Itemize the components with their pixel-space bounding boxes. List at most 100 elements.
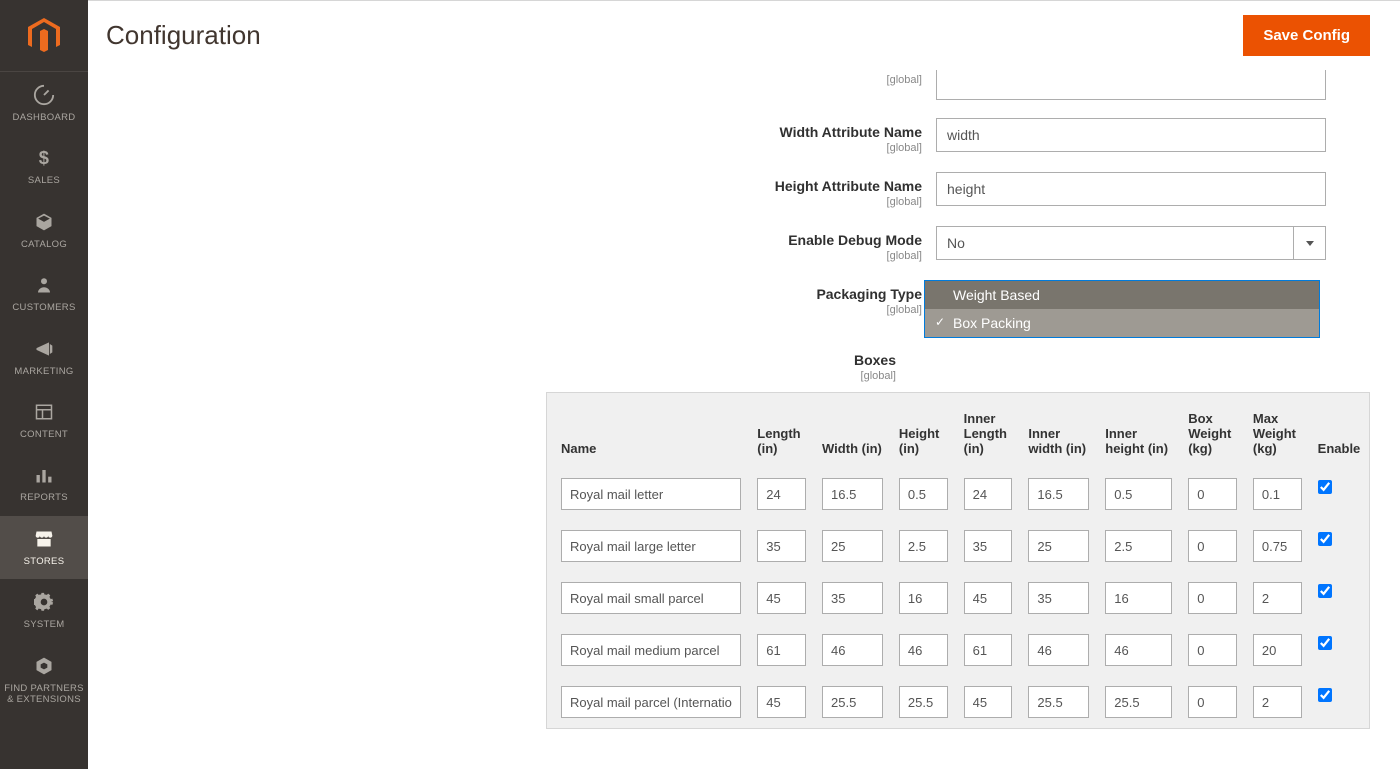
width-attr-label: Width Attribute Name bbox=[780, 124, 922, 140]
sidebar-item-label: SALES bbox=[28, 175, 60, 186]
box-inner-width-input[interactable] bbox=[1028, 686, 1089, 718]
box-max-weight-input[interactable] bbox=[1253, 530, 1302, 562]
box-length-input[interactable] bbox=[757, 686, 806, 718]
box-inner-height-input[interactable] bbox=[1105, 686, 1172, 718]
scope-label: [global] bbox=[106, 142, 922, 154]
box-inner-width-input[interactable] bbox=[1028, 478, 1089, 510]
col-inner-width: Inner width (in) bbox=[1020, 393, 1097, 468]
box-inner-height-input[interactable] bbox=[1105, 582, 1172, 614]
box-length-input[interactable] bbox=[757, 582, 806, 614]
sidebar-item-content[interactable]: CONTENT bbox=[0, 389, 88, 452]
col-inner-length: Inner Length (in) bbox=[956, 393, 1021, 468]
sidebar-item-reports[interactable]: REPORTS bbox=[0, 452, 88, 515]
box-width-input[interactable] bbox=[822, 634, 883, 666]
sidebar-item-stores[interactable]: STORES bbox=[0, 516, 88, 579]
box-width-input[interactable] bbox=[822, 686, 883, 718]
table-row bbox=[547, 624, 1369, 676]
box-inner-length-input[interactable] bbox=[964, 530, 1013, 562]
attribute-input-partial[interactable] bbox=[936, 70, 1326, 100]
boxes-table: Name Length (in) Width (in) Height (in) … bbox=[546, 392, 1370, 729]
box-length-input[interactable] bbox=[757, 634, 806, 666]
svg-text:$: $ bbox=[39, 148, 49, 168]
gear-icon bbox=[33, 591, 55, 613]
box-enable-checkbox[interactable] bbox=[1318, 480, 1332, 494]
scope-label: [global] bbox=[106, 250, 922, 262]
box-length-input[interactable] bbox=[757, 530, 806, 562]
sidebar-item-marketing[interactable]: MARKETING bbox=[0, 326, 88, 389]
box-inner-width-input[interactable] bbox=[1028, 634, 1089, 666]
box-weight-input[interactable] bbox=[1188, 582, 1237, 614]
box-name-input[interactable] bbox=[561, 634, 741, 666]
box-weight-input[interactable] bbox=[1188, 478, 1237, 510]
box-weight-input[interactable] bbox=[1188, 634, 1237, 666]
box-width-input[interactable] bbox=[822, 582, 883, 614]
box-inner-length-input[interactable] bbox=[964, 634, 1013, 666]
box-inner-height-input[interactable] bbox=[1105, 530, 1172, 562]
box-height-input[interactable] bbox=[899, 582, 948, 614]
box-inner-length-input[interactable] bbox=[964, 582, 1013, 614]
box-width-input[interactable] bbox=[822, 530, 883, 562]
box-weight-input[interactable] bbox=[1188, 530, 1237, 562]
table-header-row: Name Length (in) Width (in) Height (in) … bbox=[547, 393, 1369, 468]
sidebar-item-label: CONTENT bbox=[20, 429, 68, 440]
box-name-input[interactable] bbox=[561, 530, 741, 562]
col-width: Width (in) bbox=[814, 393, 891, 468]
box-enable-checkbox[interactable] bbox=[1318, 688, 1332, 702]
width-attr-input[interactable] bbox=[936, 118, 1326, 152]
col-enable: Enable bbox=[1310, 393, 1369, 468]
page-title: Configuration bbox=[106, 20, 261, 51]
box-inner-length-input[interactable] bbox=[964, 686, 1013, 718]
person-icon bbox=[33, 274, 55, 296]
debug-mode-label: Enable Debug Mode bbox=[788, 232, 922, 248]
select-value: No bbox=[937, 235, 1293, 251]
col-name: Name bbox=[547, 393, 749, 468]
save-config-button[interactable]: Save Config bbox=[1243, 15, 1370, 56]
box-max-weight-input[interactable] bbox=[1253, 478, 1302, 510]
box-width-input[interactable] bbox=[822, 478, 883, 510]
sidebar-item-sales[interactable]: $ SALES bbox=[0, 135, 88, 198]
dropdown-option-box-packing[interactable]: Box Packing bbox=[925, 309, 1319, 337]
megaphone-icon bbox=[33, 338, 55, 360]
debug-mode-select[interactable]: No bbox=[936, 226, 1326, 260]
box-inner-height-input[interactable] bbox=[1105, 478, 1172, 510]
height-attr-input[interactable] bbox=[936, 172, 1326, 206]
table-row bbox=[547, 676, 1369, 728]
box-height-input[interactable] bbox=[899, 530, 948, 562]
packaging-type-dropdown: Weight Based Box Packing bbox=[924, 280, 1320, 338]
col-inner-height: Inner height (in) bbox=[1097, 393, 1180, 468]
box-enable-checkbox[interactable] bbox=[1318, 532, 1332, 546]
box-weight-input[interactable] bbox=[1188, 686, 1237, 718]
sidebar-item-catalog[interactable]: CATALOG bbox=[0, 199, 88, 262]
sidebar-item-customers[interactable]: CUSTOMERS bbox=[0, 262, 88, 325]
sidebar-item-label: MARKETING bbox=[14, 366, 73, 377]
box-max-weight-input[interactable] bbox=[1253, 634, 1302, 666]
box-inner-height-input[interactable] bbox=[1105, 634, 1172, 666]
box-inner-width-input[interactable] bbox=[1028, 530, 1089, 562]
box-enable-checkbox[interactable] bbox=[1318, 584, 1332, 598]
box-name-input[interactable] bbox=[561, 582, 741, 614]
box-height-input[interactable] bbox=[899, 634, 948, 666]
box-max-weight-input[interactable] bbox=[1253, 582, 1302, 614]
table-row bbox=[547, 572, 1369, 624]
box-name-input[interactable] bbox=[561, 686, 741, 718]
box-enable-checkbox[interactable] bbox=[1318, 636, 1332, 650]
boxes-section-label: Boxes bbox=[854, 352, 896, 368]
height-attr-label: Height Attribute Name bbox=[775, 178, 922, 194]
magento-logo[interactable] bbox=[0, 0, 88, 72]
col-length: Length (in) bbox=[749, 393, 814, 468]
dropdown-option-weight-based[interactable]: Weight Based bbox=[925, 281, 1319, 309]
sidebar-item-dashboard[interactable]: DASHBOARD bbox=[0, 72, 88, 135]
sidebar-item-label: REPORTS bbox=[20, 492, 68, 503]
box-length-input[interactable] bbox=[757, 478, 806, 510]
col-box-weight: Box Weight (kg) bbox=[1180, 393, 1245, 468]
box-height-input[interactable] bbox=[899, 686, 948, 718]
sidebar-item-partners[interactable]: FIND PARTNERS & EXTENSIONS bbox=[0, 643, 88, 718]
sidebar-item-label: CUSTOMERS bbox=[12, 302, 75, 313]
box-inner-length-input[interactable] bbox=[964, 478, 1013, 510]
box-max-weight-input[interactable] bbox=[1253, 686, 1302, 718]
sidebar-item-system[interactable]: SYSTEM bbox=[0, 579, 88, 642]
box-height-input[interactable] bbox=[899, 478, 948, 510]
box-name-input[interactable] bbox=[561, 478, 741, 510]
scope-label: [global] bbox=[106, 370, 896, 382]
box-inner-width-input[interactable] bbox=[1028, 582, 1089, 614]
